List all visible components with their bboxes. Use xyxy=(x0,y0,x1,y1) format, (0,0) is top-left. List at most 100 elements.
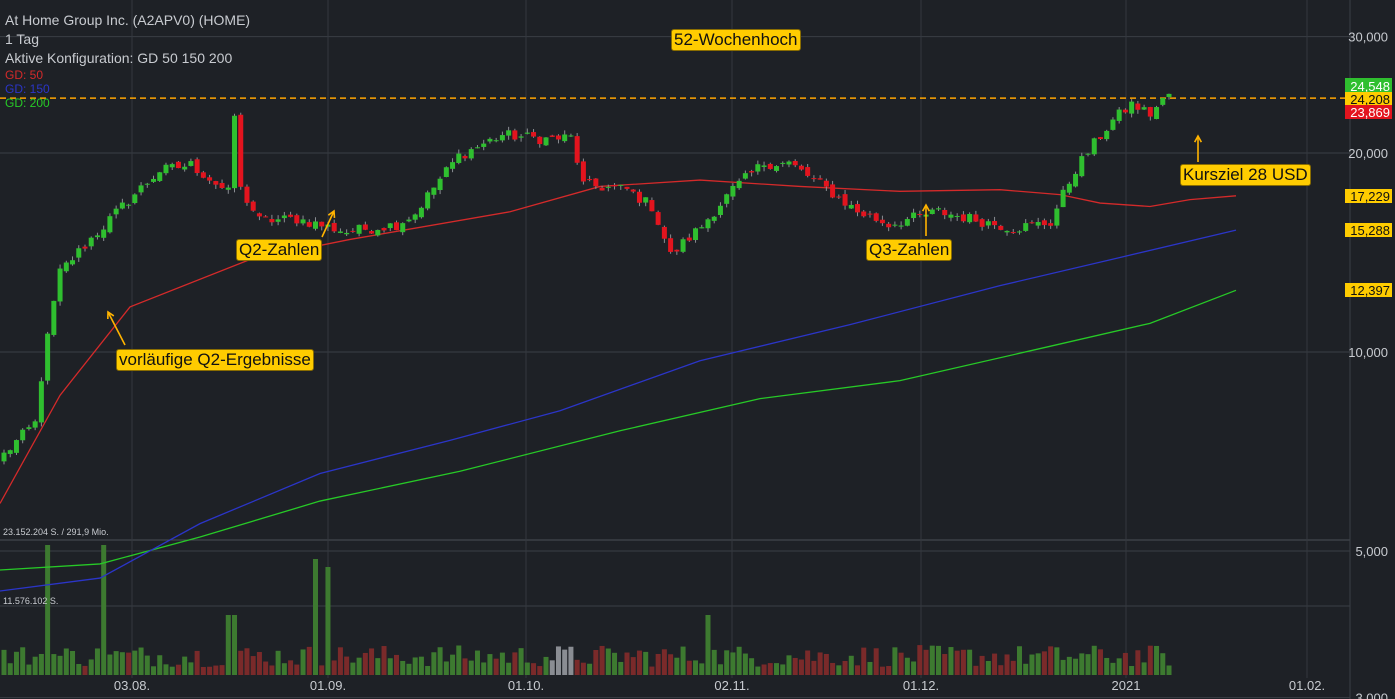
legend-gd50: GD: 50 xyxy=(5,68,44,82)
candle xyxy=(742,170,748,180)
volume-bar xyxy=(674,657,680,675)
candle xyxy=(1041,218,1047,230)
volume-bar xyxy=(531,663,537,675)
volume-mid-label: 11.576.102 S. xyxy=(3,596,59,606)
volume-bar xyxy=(811,660,817,675)
candle xyxy=(1079,152,1085,178)
candle xyxy=(1097,136,1103,140)
volume-bar xyxy=(879,666,885,675)
y-tick-label-2: 10,000 xyxy=(1348,345,1388,360)
volume-bar xyxy=(163,664,169,675)
candle xyxy=(381,227,387,233)
volume-bar xyxy=(7,663,13,675)
volume-bar xyxy=(462,658,468,675)
candle xyxy=(643,197,649,207)
volume-bar xyxy=(929,645,935,675)
volume-bar xyxy=(636,650,642,675)
candle xyxy=(630,189,636,194)
volume-bar xyxy=(911,661,917,675)
volume-bar xyxy=(985,661,991,675)
volume-bar xyxy=(275,650,281,675)
svg-text:24,208: 24,208 xyxy=(1350,92,1390,107)
price-label-0: 24,548 xyxy=(1345,78,1392,94)
volume-bar xyxy=(1029,654,1035,675)
candle xyxy=(531,129,537,138)
volume-bar xyxy=(294,664,300,675)
volume-bars xyxy=(1,545,1172,675)
candle xyxy=(1060,185,1066,208)
volume-bar xyxy=(973,665,979,675)
candle xyxy=(88,236,94,250)
volume-bar xyxy=(898,652,904,675)
candle xyxy=(288,211,294,218)
candle xyxy=(537,136,543,148)
legend-gd150: GD: 150 xyxy=(5,82,50,96)
volume-bar xyxy=(325,567,331,675)
callout-price-target: Kursziel 28 USD xyxy=(1180,164,1311,186)
volume-bar xyxy=(431,652,437,675)
volume-bar xyxy=(437,647,443,675)
candle xyxy=(1110,117,1116,131)
candle xyxy=(929,207,935,215)
volume-bar xyxy=(487,654,493,675)
candle xyxy=(462,154,468,162)
candle xyxy=(319,221,325,231)
candle xyxy=(263,215,269,218)
candle xyxy=(163,162,169,176)
volume-bar xyxy=(836,665,842,675)
volume-bar xyxy=(200,666,206,675)
chart-config: Aktive Konfiguration: GD 50 150 200 xyxy=(5,50,233,66)
volume-bar xyxy=(493,658,499,675)
candle xyxy=(350,228,356,233)
volume-bar xyxy=(362,652,368,675)
volume-bar xyxy=(1110,662,1116,675)
volume-bar xyxy=(686,660,692,675)
volume-bar xyxy=(188,662,194,675)
candle xyxy=(749,169,755,177)
volume-bar xyxy=(225,615,231,675)
annotation-arrow-1 xyxy=(321,209,336,238)
candle xyxy=(911,208,917,223)
candle xyxy=(649,197,655,212)
volume-bar xyxy=(917,645,923,675)
candle xyxy=(1,449,7,465)
volume-bar xyxy=(387,658,393,675)
volume-bar xyxy=(861,647,867,675)
price-label-3: 17,229 xyxy=(1345,189,1392,204)
volume-bar xyxy=(823,653,829,675)
volume-bar xyxy=(32,656,38,675)
volume-bar xyxy=(151,666,157,675)
candle xyxy=(562,130,568,143)
svg-text:24,548: 24,548 xyxy=(1350,79,1390,94)
svg-text:23,869: 23,869 xyxy=(1350,105,1390,120)
volume-bar xyxy=(587,663,593,675)
volume-bar xyxy=(369,648,375,675)
candle xyxy=(144,182,150,188)
candle xyxy=(1073,171,1079,188)
candle xyxy=(1147,106,1153,121)
candle xyxy=(1010,229,1016,235)
volume-bar xyxy=(144,655,150,675)
candle xyxy=(450,158,456,173)
candle xyxy=(238,112,244,190)
volume-bar xyxy=(1154,645,1160,675)
candle xyxy=(331,219,337,233)
volume-bar xyxy=(126,652,132,675)
candle xyxy=(599,185,605,191)
candles xyxy=(1,93,1172,465)
candle xyxy=(942,207,948,220)
candle xyxy=(761,161,767,172)
volume-bar xyxy=(923,649,929,675)
candle xyxy=(568,133,574,137)
volume-bar xyxy=(1135,650,1141,675)
volume-bar xyxy=(207,666,213,675)
ma50-line xyxy=(0,179,1237,504)
candle xyxy=(661,225,667,243)
candle xyxy=(636,189,642,207)
candle xyxy=(1091,137,1097,157)
volume-bar xyxy=(232,615,238,675)
volume-bar xyxy=(1116,658,1122,675)
candle xyxy=(188,158,194,167)
x-tick-label-3: 02.11. xyxy=(714,678,749,693)
candle xyxy=(313,217,318,231)
